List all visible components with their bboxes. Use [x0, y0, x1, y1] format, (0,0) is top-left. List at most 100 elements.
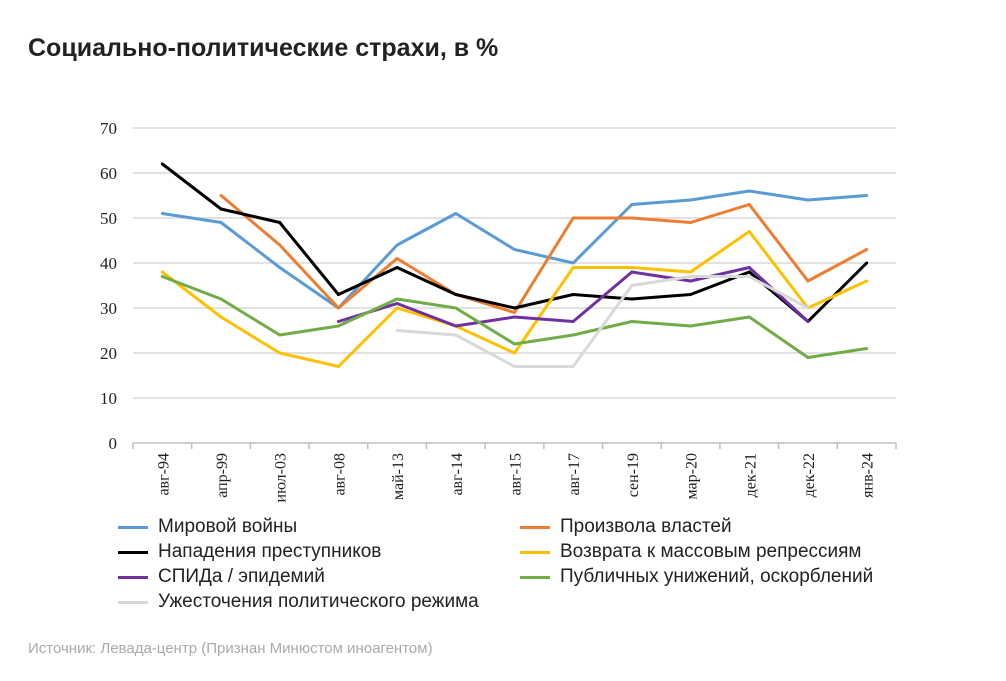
data-point [160, 212, 164, 215]
legend-swatch [118, 550, 148, 554]
data-point [571, 293, 575, 296]
series-line [161, 162, 868, 323]
data-point [630, 203, 634, 206]
legend-label: Публичных унижений, оскорблений [560, 566, 874, 587]
data-point [336, 324, 340, 328]
legend-swatch [520, 550, 550, 554]
x-tick-label: авг-14 [449, 453, 466, 496]
data-point [219, 221, 223, 224]
data-point [336, 306, 340, 310]
series-line [220, 194, 868, 314]
legend-item: Возврата к массовым репрессиям [520, 541, 862, 563]
data-point [747, 189, 751, 193]
data-point [630, 284, 634, 287]
data-point [219, 194, 223, 197]
y-tick-label: 30 [100, 299, 117, 318]
legend-label: Ужесточения политического режима [158, 591, 479, 612]
legend-item: СПИДа / эпидемий [118, 566, 325, 588]
data-point [747, 275, 751, 278]
legend-swatch [520, 575, 550, 579]
legend-swatch [520, 525, 550, 529]
series-line [397, 275, 809, 368]
data-point [630, 266, 634, 269]
data-point [395, 306, 399, 310]
data-point [806, 198, 810, 202]
data-point [689, 324, 693, 328]
x-tick-label: апр-99 [214, 453, 231, 498]
data-point [630, 270, 634, 274]
data-point [571, 261, 575, 265]
source-note: Источник: Левада-центр (Признан Минюстом… [28, 640, 433, 657]
data-point [630, 216, 634, 220]
data-point [865, 194, 869, 197]
data-point [278, 333, 282, 337]
data-point [513, 306, 516, 310]
data-point [865, 347, 869, 350]
data-point [571, 333, 575, 337]
y-tick-label: 0 [109, 434, 118, 453]
data-point [630, 297, 634, 301]
data-point [395, 297, 399, 301]
data-point [395, 257, 399, 260]
data-point [747, 230, 751, 233]
data-point [571, 320, 575, 323]
data-point [571, 365, 575, 368]
x-tick-label: май-13 [390, 453, 407, 500]
x-tick-label: авг-94 [155, 453, 172, 496]
x-tick-label: июл-03 [273, 453, 290, 502]
y-tick-label: 50 [100, 209, 117, 228]
x-tick-label: дек-21 [742, 453, 759, 497]
legend-item: Нападения преступников [118, 541, 381, 563]
data-point [454, 306, 458, 310]
data-point [278, 266, 282, 269]
legend-label: Возврата к массовым репрессиям [560, 541, 862, 562]
data-point [689, 275, 693, 278]
data-point [689, 270, 693, 274]
x-tick-label: авг-17 [566, 453, 583, 496]
x-tick-label: авг-15 [508, 453, 525, 496]
x-tick-label: авг-08 [331, 453, 348, 496]
data-point [571, 266, 575, 269]
data-point [395, 243, 399, 247]
data-point [160, 275, 164, 278]
data-point [454, 212, 458, 215]
data-point [336, 365, 340, 368]
y-tick-label: 70 [100, 119, 117, 138]
data-point [395, 302, 399, 305]
legend-swatch [118, 600, 148, 604]
data-point [806, 320, 810, 323]
x-tick-label: янв-24 [860, 453, 877, 498]
data-point [865, 248, 869, 251]
legend-label: Мировой войны [158, 516, 298, 537]
legend-label: СПИДа / эпидемий [158, 566, 325, 587]
data-point [336, 320, 340, 323]
data-point [395, 329, 399, 332]
legend-label: Нападения преступников [158, 541, 382, 562]
data-point [219, 315, 223, 319]
legend-item: Ужесточения политического режима [118, 591, 479, 613]
data-point [689, 293, 693, 296]
data-point [278, 351, 282, 355]
legend-item: Публичных унижений, оскорблений [520, 566, 873, 588]
data-point [689, 221, 693, 224]
x-tick-label: сен-19 [625, 453, 642, 497]
data-point [278, 221, 282, 224]
data-point [571, 216, 575, 220]
legend-swatch [118, 525, 148, 529]
data-point [806, 279, 810, 283]
legend-swatch [118, 575, 148, 579]
data-point [513, 342, 516, 346]
data-point [865, 261, 869, 265]
data-point [513, 311, 516, 314]
data-point [160, 162, 164, 166]
data-point [513, 351, 516, 355]
data-point [219, 207, 223, 211]
legend-label: Произвола властей [560, 516, 732, 537]
y-tick-label: 20 [100, 344, 117, 363]
y-tick-label: 60 [100, 164, 117, 183]
data-point [278, 243, 282, 247]
data-point [513, 365, 516, 368]
data-point [513, 315, 516, 319]
data-point [865, 279, 869, 283]
